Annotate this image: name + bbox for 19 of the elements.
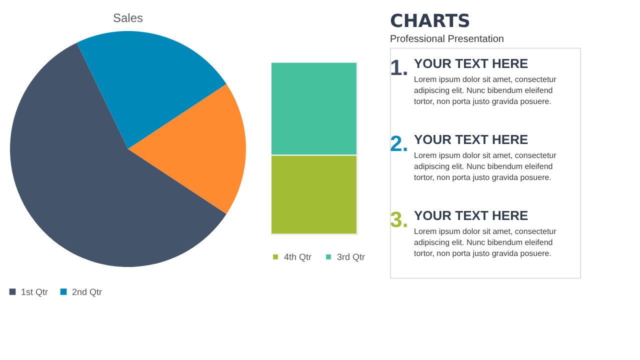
text: Lorem ipsum dolor sit amet, consectetur adipiscing elit. Nunc bibendum eleifend tortor, non porta justo gravida posuere. — [414, 150, 557, 182]
pie-slice — [128, 84, 246, 214]
text: 2. — [390, 130, 408, 156]
chart-title: Sales — [112, 11, 144, 25]
text: 3. — [390, 206, 408, 232]
legend-label: 3rd Qtr — [337, 252, 366, 262]
text: Lorem ipsum dolor sit amet, consectetur adipiscing elit. Nunc bibendum eleifend tortor, non porta justo gravida posuere. — [414, 226, 557, 258]
text: YOUR TEXT HERE — [414, 56, 528, 71]
legend-label: 4th Qtr — [284, 252, 312, 262]
text: CHARTS — [390, 10, 470, 32]
text: Lorem ipsum dolor sit amet, consectetur adipiscing elit. Nunc bibendum eleifend tortor, non porta justo gravida posuere. — [414, 74, 557, 106]
text: Professional Presentation — [390, 34, 504, 45]
text: YOUR TEXT HERE — [414, 132, 528, 147]
text: YOUR TEXT HERE — [414, 208, 528, 223]
pie-slice — [76, 31, 226, 149]
pie-slice — [10, 42, 226, 267]
legend-label: 2nd Qtr — [72, 286, 102, 297]
text: 1. — [390, 54, 408, 80]
legend-label: 1st Qtr — [21, 286, 48, 297]
